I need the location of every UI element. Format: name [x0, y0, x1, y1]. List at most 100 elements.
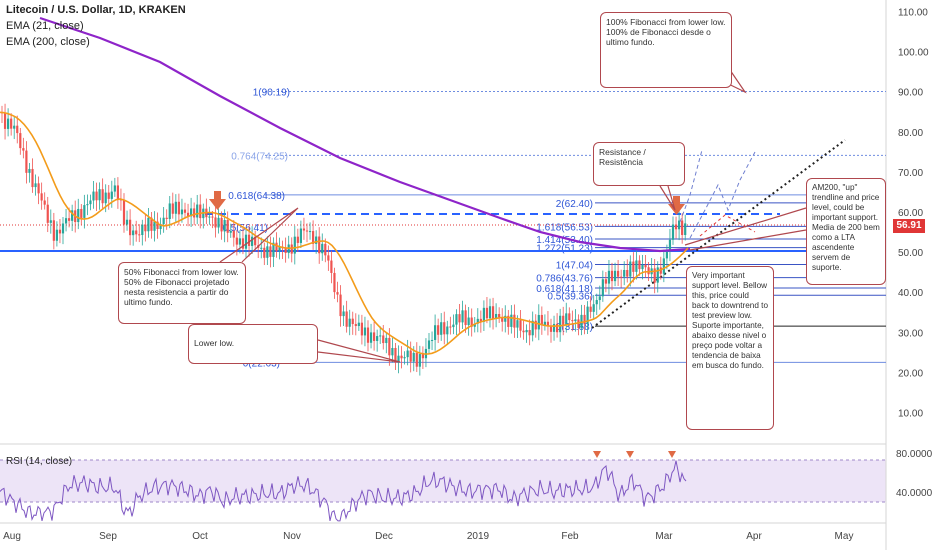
- fib2-label-0: 2(62.40): [556, 199, 593, 210]
- candle: [537, 304, 540, 341]
- candle: [86, 194, 89, 216]
- candle: [43, 192, 46, 210]
- candle: [369, 323, 373, 349]
- candle: [165, 209, 168, 230]
- candle: [360, 314, 363, 345]
- candle: [519, 310, 522, 338]
- callout-pointers: [219, 69, 807, 363]
- candle: [174, 194, 177, 224]
- candle: [504, 305, 507, 333]
- candle: [308, 222, 312, 240]
- candle: [409, 341, 412, 373]
- candle: [37, 176, 40, 205]
- candle: [540, 306, 543, 335]
- y-tick-90: 90.00: [898, 88, 923, 99]
- candle: [55, 221, 58, 247]
- y-tick-100: 100.00: [898, 48, 929, 59]
- candle: [269, 236, 272, 268]
- callout-fib100[interactable]: 100% Fibonacci from lower low. 100% de F…: [600, 12, 732, 88]
- candle: [223, 209, 226, 243]
- candle: [254, 230, 257, 252]
- candle: [665, 244, 668, 270]
- candle: [397, 345, 400, 374]
- candle: [391, 337, 394, 363]
- candle: [10, 113, 13, 136]
- candle: [208, 206, 211, 225]
- candle: [659, 256, 662, 280]
- candle: [287, 235, 290, 259]
- candle: [34, 174, 37, 196]
- candle: [674, 216, 678, 239]
- candle: [632, 252, 635, 283]
- candle: [244, 227, 248, 259]
- candle: [507, 309, 510, 335]
- callout-fib50[interactable]: 50% Fibonacci from lower low. 50% de Fib…: [118, 262, 246, 324]
- callout-resistance[interactable]: Resistance / Resistência: [593, 142, 685, 186]
- candle: [296, 228, 299, 253]
- candle: [40, 182, 43, 210]
- y-tick-20: 20.00: [898, 368, 923, 379]
- candle: [610, 262, 614, 291]
- candle: [495, 303, 498, 328]
- candle: [7, 108, 10, 137]
- candle: [302, 217, 306, 240]
- candle: [546, 310, 550, 336]
- candle: [153, 211, 156, 242]
- candle: [278, 237, 281, 260]
- callout-am200[interactable]: AM200, "up" trendline and price level, c…: [806, 178, 886, 285]
- candle: [49, 209, 52, 234]
- x-tick-dec: Dec: [375, 531, 393, 542]
- last-price-box: 56.91: [893, 219, 925, 233]
- candle: [592, 294, 595, 320]
- candle: [531, 311, 534, 342]
- rsi-line: [0, 460, 687, 522]
- candle: [446, 320, 449, 345]
- candle: [284, 237, 287, 263]
- candle: [458, 303, 461, 333]
- candle: [293, 225, 296, 265]
- candle: [449, 316, 452, 335]
- candle: [681, 213, 684, 244]
- fib2-label-6: 0.618(41.18): [536, 284, 593, 295]
- callout-lowerlow[interactable]: Lower low.: [188, 324, 318, 364]
- candle: [684, 214, 687, 241]
- candle: [159, 217, 162, 235]
- candle: [61, 216, 65, 245]
- candle: [321, 233, 324, 261]
- candle: [110, 180, 113, 208]
- candle: [461, 300, 464, 329]
- candle: [513, 304, 516, 338]
- ema21-legend: EMA (21, close): [6, 20, 84, 32]
- ema21-line: [0, 111, 689, 355]
- candle: [98, 182, 101, 210]
- candle: [385, 332, 388, 354]
- candle: [144, 214, 147, 242]
- fib2-label-4: 1(47.04): [556, 260, 593, 271]
- candle: [132, 224, 135, 246]
- candle: [229, 223, 232, 238]
- candle: [339, 285, 342, 327]
- candle: [604, 271, 607, 293]
- callout-support[interactable]: Very important support level. Bellow thi…: [686, 266, 774, 430]
- candle: [205, 198, 208, 225]
- candle: [177, 193, 180, 226]
- candle: [141, 219, 144, 246]
- y-tick-110: 110.00: [898, 8, 928, 19]
- candle: [662, 249, 665, 283]
- candle: [0, 105, 4, 124]
- candle: [678, 209, 681, 241]
- x-tick-feb: Feb: [561, 531, 579, 542]
- y-tick-70: 70.00: [898, 168, 923, 179]
- candle: [522, 320, 525, 340]
- projection-path-1: [679, 149, 703, 223]
- candle: [601, 270, 604, 302]
- fib2-label-1: 1.618(56.53): [536, 222, 593, 233]
- candle: [241, 227, 245, 255]
- candle: [482, 300, 485, 332]
- x-tick-nov: Nov: [283, 531, 301, 542]
- candle: [427, 333, 431, 355]
- candle: [162, 207, 165, 233]
- candle: [418, 345, 421, 376]
- candle: [363, 316, 367, 347]
- candle: [272, 237, 275, 268]
